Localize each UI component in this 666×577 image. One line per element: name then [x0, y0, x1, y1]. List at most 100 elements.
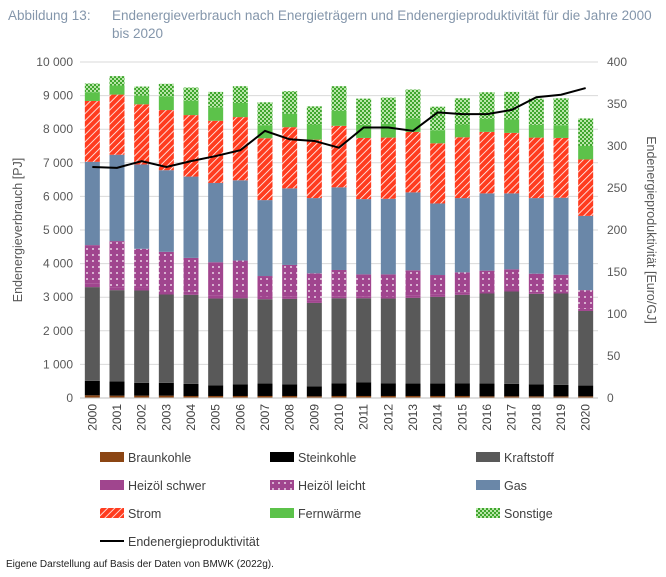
bar-segment [504, 269, 520, 290]
bar-segment [232, 86, 248, 103]
legend-label: Strom [128, 507, 161, 521]
bar-segment [578, 396, 594, 398]
bar-segment [109, 94, 125, 155]
bar-segment [183, 176, 199, 258]
bar-segment [405, 131, 421, 193]
bar-segment [257, 299, 273, 384]
bar-segment [479, 291, 495, 294]
bar-segment [331, 383, 347, 396]
bar-segment [405, 89, 421, 119]
x-tick-label: 2009 [307, 404, 321, 431]
bar-segment [504, 289, 520, 292]
bar-segment [109, 154, 125, 242]
bar-segment [183, 257, 199, 292]
bar-segment [232, 384, 248, 396]
bar-segment [553, 137, 569, 198]
bar-segment [183, 115, 199, 177]
bar-segment [504, 132, 520, 194]
bar-segment [380, 383, 396, 396]
x-tick-label: 2003 [159, 404, 173, 431]
legend: Braunkohle Steinkohle Kraftstoff Heizöl sch… [100, 451, 554, 549]
bar-segment [331, 296, 347, 299]
y2-axis-title: Endenergieproduktivität [Euro/GJ] [644, 136, 658, 324]
bar-segment [528, 198, 544, 274]
bar-segment [356, 296, 372, 299]
bars [84, 76, 594, 398]
productivity-line-path [92, 87, 586, 169]
bar-segment [84, 83, 100, 93]
x-tick-label: 2006 [233, 404, 247, 431]
legend-label: Fernwärme [298, 507, 361, 521]
bar-segment [183, 383, 199, 396]
bar-segment [84, 92, 100, 101]
bar-segment [257, 138, 273, 201]
legend-swatch [100, 480, 124, 490]
source-footnote: Eigene Darstellung auf Basis der Daten v… [6, 559, 274, 570]
bar-segment [479, 118, 495, 132]
bar-segment [528, 384, 544, 397]
bar-segment [158, 395, 174, 398]
bar-segment [158, 170, 174, 252]
bar-segment [430, 130, 446, 144]
bar-segment [183, 294, 199, 384]
bar-segment [257, 383, 273, 396]
legend-label: Endenergieproduktivität [128, 535, 260, 549]
bar-segment [578, 308, 594, 311]
bar-segment [528, 396, 544, 398]
bar-segment [405, 192, 421, 271]
bar-segment [208, 385, 224, 396]
bar-segment [356, 199, 372, 275]
bar-segment [528, 98, 544, 125]
bar-segment [158, 251, 174, 292]
bar-segment [380, 137, 396, 199]
bar-segment [109, 287, 125, 291]
bar-segment [528, 124, 544, 138]
bar-segment [282, 188, 298, 265]
y-tick-label: 2 000 [43, 324, 73, 338]
bar-segment [528, 293, 544, 385]
bar-segment [183, 291, 199, 295]
y-tick-label: 4 000 [43, 257, 73, 271]
bar-segment [208, 107, 224, 121]
bar-segment [578, 215, 594, 291]
bar-segment [578, 159, 594, 216]
x-tick-label: 2018 [529, 404, 543, 431]
bar-segment [257, 102, 273, 126]
bar-segment [282, 296, 298, 299]
bar-segment [158, 291, 174, 295]
x-tick-label: 2011 [357, 404, 371, 430]
bar-segment [282, 298, 298, 385]
bar-segment [430, 106, 446, 131]
y-tick-label: 10 000 [36, 55, 73, 69]
bar-segment [479, 92, 495, 119]
bar-segment [454, 137, 470, 199]
bar-segment [109, 76, 125, 86]
bar-segment [479, 270, 495, 292]
bar-segment [306, 386, 322, 397]
y2-tick-label: 100 [607, 307, 627, 321]
bar-segment [331, 269, 347, 297]
y-tick-label: 8 000 [43, 122, 73, 136]
bar-segment [356, 382, 372, 396]
bar-segment [504, 383, 520, 397]
bar-segment [504, 119, 520, 133]
legend-swatch [476, 508, 500, 518]
bar-segment [208, 395, 224, 398]
bar-segment [504, 193, 520, 270]
bar-segment [454, 292, 470, 295]
legend-swatch [270, 452, 294, 462]
bar-segment [282, 113, 298, 128]
legend-label: Heizöl schwer [128, 479, 206, 493]
bar-segment [380, 198, 396, 275]
y-tick-label: 6 000 [43, 189, 73, 203]
bar-segment [84, 100, 100, 162]
bar-segment [232, 298, 248, 385]
x-tick-label: 2017 [505, 404, 519, 431]
bar-segment [208, 298, 224, 386]
bar-segment [158, 294, 174, 383]
bar-segment [306, 106, 322, 125]
bar-segment [504, 396, 520, 398]
x-tick-label: 2001 [110, 404, 124, 431]
bar-segment [504, 91, 520, 120]
bar-segment [134, 86, 150, 96]
